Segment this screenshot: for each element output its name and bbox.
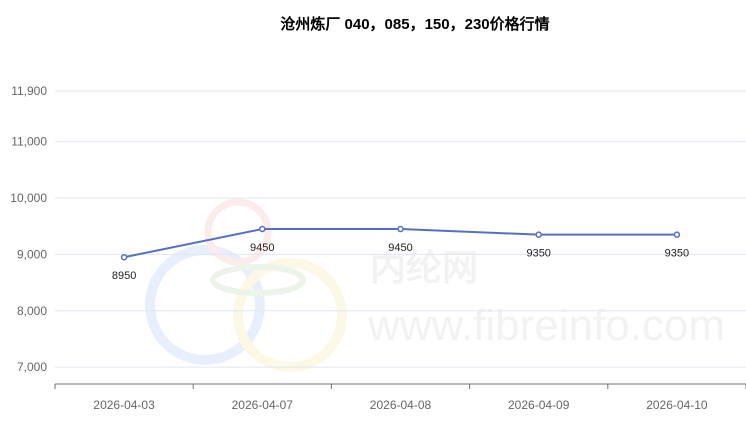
x-tick-label: 2026-04-08 [370,398,432,412]
y-tick-label: 8,000 [17,304,47,318]
data-label: 9450 [250,242,274,254]
data-label: 8950 [112,270,136,282]
x-tick-label: 2026-04-10 [646,398,708,412]
data-point[interactable] [535,231,542,238]
watermark-logo: 内纶网 www.fibreinfo.com [145,198,725,372]
data-point[interactable] [120,253,128,261]
data-point[interactable] [259,225,266,233]
y-tick-label: 9,000 [17,247,47,261]
x-tick-label: 2026-04-09 [508,398,570,412]
y-tick-label: 11,000 [11,135,47,149]
x-tick-label: 2026-04-03 [93,398,155,412]
chart-title: 沧州炼厂 040，085，150，230价格行情 [280,16,550,33]
data-label: 9350 [526,248,550,260]
x-tick-label: 2026-04-07 [232,398,294,412]
data-point[interactable] [397,225,404,233]
data-label: 9350 [665,248,689,260]
data-label: 9450 [388,242,412,254]
y-tick-label: 10,000 [10,191,47,205]
y-tick-label: 11,900 [11,84,47,98]
svg-text:www.fibreinfo.com: www.fibreinfo.com [367,301,725,350]
y-tick-label: 7,000 [17,360,47,374]
data-point[interactable] [673,231,681,238]
